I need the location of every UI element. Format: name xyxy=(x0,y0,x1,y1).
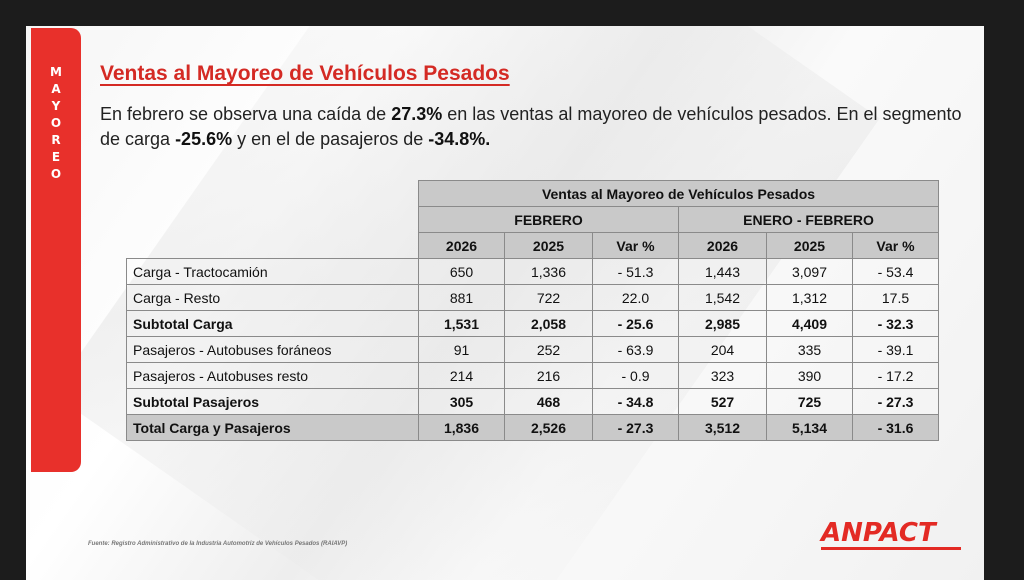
cell: 216 xyxy=(504,362,593,389)
slide: M A Y O R E O Ventas al Mayoreo de Vehíc… xyxy=(26,26,984,580)
table-title: Ventas al Mayoreo de Vehículos Pesados xyxy=(418,180,939,207)
row-label: Pasajeros - Autobuses resto xyxy=(126,362,419,389)
cell: 390 xyxy=(766,362,853,389)
cell: - 27.3 xyxy=(852,388,939,415)
side-tab-letter: O xyxy=(50,167,62,181)
cell: 1,531 xyxy=(418,310,505,337)
cell: 5,134 xyxy=(766,414,853,441)
cell: 1,443 xyxy=(678,258,767,285)
table-corner xyxy=(127,207,419,233)
table-row-subtotal: Subtotal Carga 1,531 2,058 - 25.6 2,985 … xyxy=(126,310,939,337)
cell: - 51.3 xyxy=(592,258,679,285)
table-row-subtotal: Subtotal Pasajeros 305 468 - 34.8 527 72… xyxy=(126,388,939,415)
cell: 2,985 xyxy=(678,310,767,337)
row-label: Carga - Resto xyxy=(126,284,419,311)
cell: 3,097 xyxy=(766,258,853,285)
cell: 4,409 xyxy=(766,310,853,337)
screen-frame-left xyxy=(0,0,26,580)
cell: - 34.8 xyxy=(592,388,679,415)
cell: 468 xyxy=(504,388,593,415)
cell: - 63.9 xyxy=(592,336,679,363)
table-row: Carga - Resto 881 722 22.0 1,542 1,312 1… xyxy=(126,284,939,311)
lead-text: En febrero se observa una caída de xyxy=(100,104,392,124)
row-label: Subtotal Pasajeros xyxy=(126,388,419,415)
cell: 1,836 xyxy=(418,414,505,441)
cell: 722 xyxy=(504,284,593,311)
cell: 22.0 xyxy=(592,284,679,311)
lead-text: y en el de pasajeros de xyxy=(232,129,429,149)
group-header-enero-febrero: ENERO - FEBRERO xyxy=(678,206,939,233)
lead-highlight: 27.3% xyxy=(391,104,443,124)
table-row: Pasajeros - Autobuses foráneos 91 252 - … xyxy=(126,336,939,363)
row-label: Subtotal Carga xyxy=(126,310,419,337)
lead-text: en las ventas al mayoreo de vehículos pe… xyxy=(100,104,962,149)
screen-frame-right xyxy=(984,0,1024,580)
cell: 1,336 xyxy=(504,258,593,285)
column-header: 2026 xyxy=(678,232,767,259)
cell: 204 xyxy=(678,336,767,363)
cell: 323 xyxy=(678,362,767,389)
table-corner xyxy=(127,233,419,259)
side-tab-letter: Y xyxy=(51,99,61,113)
row-label: Total Carga y Pasajeros xyxy=(126,414,419,441)
cell: 214 xyxy=(418,362,505,389)
column-header: 2025 xyxy=(504,232,593,259)
table-row: Carga - Tractocamión 650 1,336 - 51.3 1,… xyxy=(126,258,939,285)
logo-underline xyxy=(821,547,961,550)
cell: 1,542 xyxy=(678,284,767,311)
cell: - 31.6 xyxy=(852,414,939,441)
cell: 1,312 xyxy=(766,284,853,311)
cell: 725 xyxy=(766,388,853,415)
table-row-total: Total Carga y Pasajeros 1,836 2,526 - 27… xyxy=(126,414,939,441)
lead-paragraph: En febrero se observa una caída de 27.3%… xyxy=(100,102,970,152)
cell: 881 xyxy=(418,284,505,311)
logo-text: ANPACT xyxy=(821,518,936,548)
cell: - 27.3 xyxy=(592,414,679,441)
column-header: Var % xyxy=(592,232,679,259)
column-header: 2026 xyxy=(418,232,505,259)
screen-frame-top xyxy=(0,0,1024,26)
row-label: Carga - Tractocamión xyxy=(126,258,419,285)
side-tab-letter: R xyxy=(51,133,61,147)
lead-highlight: -34.8%. xyxy=(428,129,491,149)
cell: 252 xyxy=(504,336,593,363)
side-section-tab: M A Y O R E O xyxy=(31,28,81,472)
cell: - 17.2 xyxy=(852,362,939,389)
cell: 2,058 xyxy=(504,310,593,337)
cell: 335 xyxy=(766,336,853,363)
row-label: Pasajeros - Autobuses foráneos xyxy=(126,336,419,363)
side-tab-letter: O xyxy=(50,116,62,130)
column-header: 2025 xyxy=(766,232,853,259)
table-row: Pasajeros - Autobuses resto 214 216 - 0.… xyxy=(126,362,939,389)
cell: - 32.3 xyxy=(852,310,939,337)
side-tab-letter: A xyxy=(51,82,61,96)
side-tab-letter: E xyxy=(51,150,61,164)
cell: 305 xyxy=(418,388,505,415)
cell: 17.5 xyxy=(852,284,939,311)
side-tab-letter: M xyxy=(50,65,62,79)
cell: - 39.1 xyxy=(852,336,939,363)
source-note: Fuente: Registro Administrativo de la In… xyxy=(88,541,348,547)
column-header: Var % xyxy=(852,232,939,259)
slide-title: Ventas al Mayoreo de Vehículos Pesados xyxy=(100,62,510,85)
lead-highlight: -25.6% xyxy=(175,129,233,149)
cell: 3,512 xyxy=(678,414,767,441)
cell: 2,526 xyxy=(504,414,593,441)
cell: 527 xyxy=(678,388,767,415)
group-header-febrero: FEBRERO xyxy=(418,206,679,233)
sales-table: Ventas al Mayoreo de Vehículos Pesados F… xyxy=(126,180,939,441)
anpact-logo: ANPACT xyxy=(821,520,971,552)
cell: - 0.9 xyxy=(592,362,679,389)
cell: 91 xyxy=(418,336,505,363)
cell: - 53.4 xyxy=(852,258,939,285)
cell: - 25.6 xyxy=(592,310,679,337)
cell: 650 xyxy=(418,258,505,285)
table-corner xyxy=(127,181,419,207)
